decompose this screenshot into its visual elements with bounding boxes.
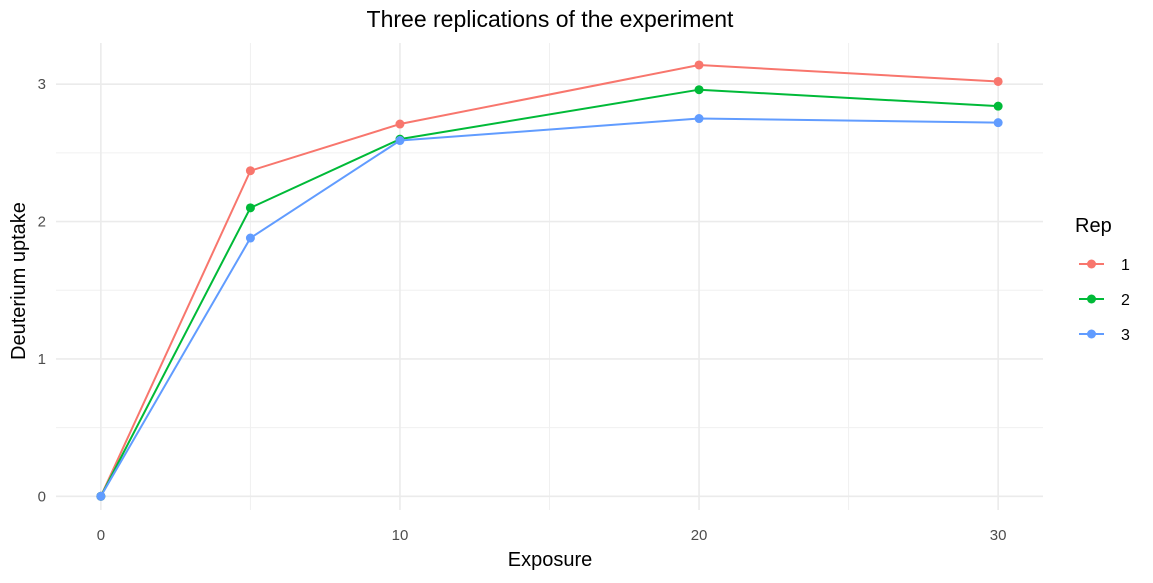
x-axis-label: Exposure (508, 549, 593, 571)
data-point-series-3 (96, 491, 106, 501)
legend-key-point-3 (1087, 329, 1096, 339)
legend-label-2: 2 (1121, 292, 1130, 309)
legend-key-point-1 (1087, 259, 1096, 269)
x-axis-ticks: 0 10 20 30 (97, 527, 1007, 544)
y-tick-label: 0 (38, 488, 46, 505)
series-layer (96, 60, 1003, 501)
legend-label-3: 3 (1121, 327, 1130, 344)
chart-title: Three replications of the experiment (367, 6, 735, 32)
data-point-series-3 (694, 114, 704, 124)
x-tick-label: 30 (990, 527, 1007, 544)
x-tick-label: 10 (392, 527, 409, 544)
y-tick-label: 2 (38, 214, 46, 231)
legend: Rep 1 2 3 (1075, 215, 1130, 344)
y-axis-label: Deuterium uptake (8, 202, 30, 360)
data-point-series-2 (993, 101, 1003, 111)
x-tick-label: 20 (691, 527, 708, 544)
data-point-series-2 (245, 203, 255, 213)
data-point-series-2 (694, 85, 704, 95)
y-tick-label: 3 (38, 76, 46, 93)
legend-label-1: 1 (1121, 257, 1130, 274)
x-tick-label: 0 (97, 527, 105, 544)
data-point-series-3 (395, 136, 405, 146)
legend-key-point-2 (1087, 294, 1096, 304)
data-point-series-3 (993, 118, 1003, 128)
data-point-series-3 (245, 233, 255, 243)
data-point-series-1 (245, 166, 255, 176)
minor-gridlines (56, 43, 1043, 510)
data-point-series-1 (395, 119, 405, 129)
legend-title: Rep (1075, 215, 1112, 237)
data-point-series-1 (993, 76, 1003, 86)
data-point-series-1 (694, 60, 704, 70)
major-gridlines (56, 43, 1043, 510)
y-tick-label: 1 (38, 351, 46, 368)
y-axis-ticks: 0 1 2 3 (38, 76, 46, 505)
